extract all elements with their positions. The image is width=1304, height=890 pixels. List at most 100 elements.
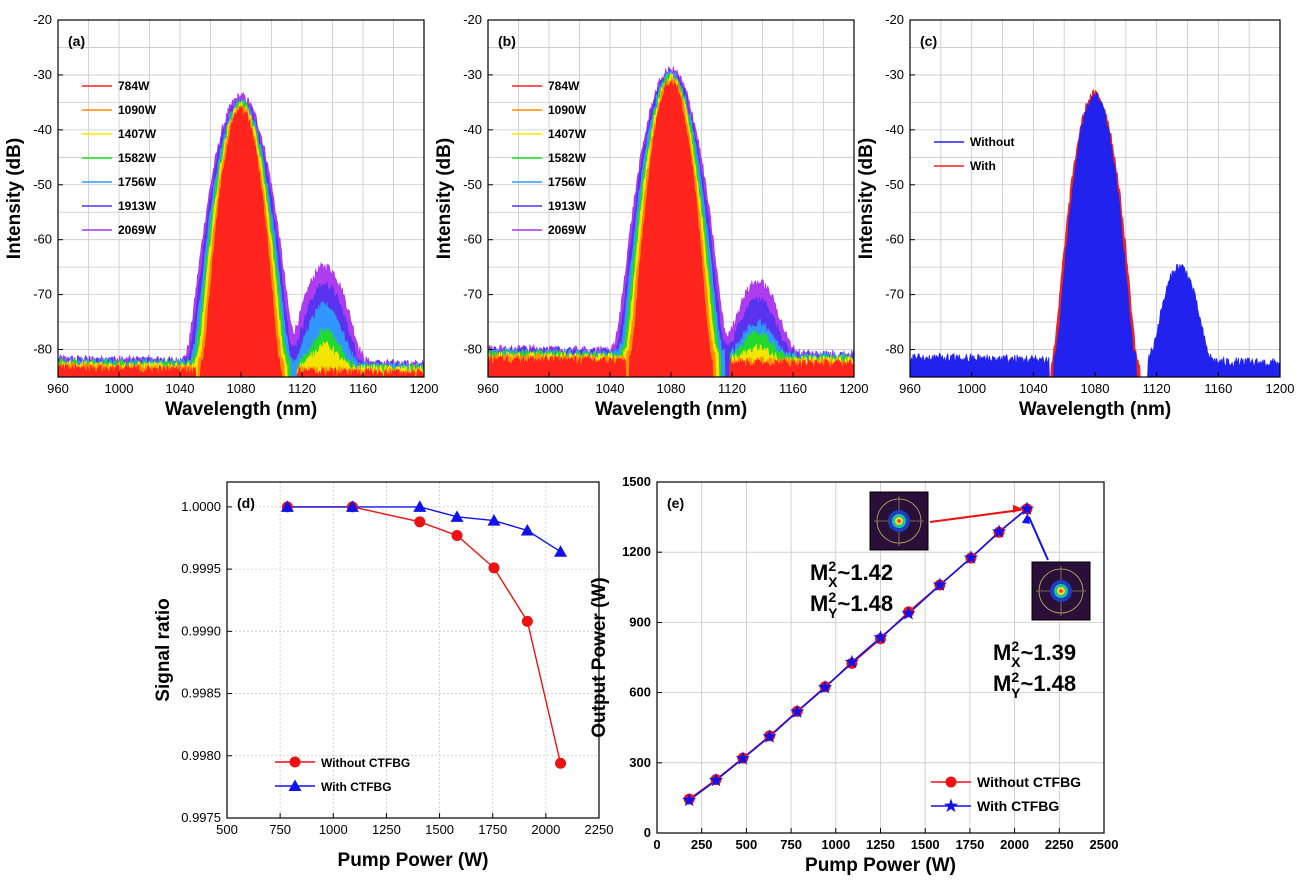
- y-tick-label: 1500: [622, 474, 651, 489]
- x-tick-label: 1750: [955, 837, 984, 852]
- panel-d: 500 750 1000 1250 1500 1750 2000 2250 0.9975 0.99…: [153, 481, 614, 871]
- y-tick-label: 600: [629, 685, 651, 700]
- x-axis-label: Pump Power (W): [805, 855, 956, 876]
- x-tick-label: 1000: [105, 381, 134, 396]
- y-tick-label: -30: [463, 67, 482, 82]
- data-point: [488, 562, 500, 574]
- x-tick-label: 1160: [779, 381, 807, 396]
- legend-marker: [288, 779, 302, 791]
- x-tick-label: 250: [691, 837, 713, 852]
- y-tick-label: -40: [885, 122, 904, 137]
- y-tick-label: -70: [885, 287, 904, 302]
- y-tick-label: -80: [33, 342, 52, 357]
- m2-value: 1.39: [1033, 640, 1076, 665]
- x-tick-label: 960: [477, 381, 499, 396]
- series-Without-CTFBG: [287, 506, 562, 764]
- data-point: [414, 516, 426, 528]
- x-tick-label: 1040: [166, 381, 195, 396]
- legend-label: 1582W: [118, 151, 157, 165]
- legend: Without With: [934, 135, 1015, 173]
- legend: 784W 1090W 1407W 1582W 1756W 1913W 2069W: [82, 79, 157, 237]
- y-tick-label: 300: [629, 755, 651, 770]
- panel-e: 0 250 500 750 1000 1250 1500 1750 2000 2250 2500 0 3…: [589, 474, 1118, 876]
- legend-label: 1913W: [548, 199, 587, 213]
- x-axis-label: Pump Power (W): [338, 850, 489, 871]
- tilde: ~: [1020, 640, 1033, 665]
- x-tick-label: 750: [780, 837, 802, 852]
- panel-label: (a): [68, 33, 85, 49]
- x-tick-label: 2250: [585, 822, 614, 837]
- arrow-head-blue: [1021, 512, 1030, 524]
- m-symbol: M: [993, 640, 1011, 665]
- x-tick-label: 1160: [1204, 381, 1232, 396]
- x-tick-label: 1120: [288, 381, 316, 396]
- y-tick-label: -20: [33, 12, 52, 27]
- beam-profile-image: [869, 491, 929, 551]
- markers-With-CTFBG: [280, 500, 568, 557]
- legend-label: 1756W: [118, 175, 157, 189]
- x-tick-label: 1080: [227, 381, 256, 396]
- legend-label: With: [970, 159, 996, 173]
- y-tick-label: -50: [885, 177, 904, 192]
- data-point: [817, 680, 833, 694]
- y-tick-label: 0.9990: [181, 623, 221, 638]
- legend-label: 2069W: [548, 223, 587, 237]
- y-axis-label: Intensity (dB): [4, 138, 25, 259]
- panel-a: 960 1000 1040 1080 1120 1160 1200 -80 -70 -60 -50 -…: [4, 12, 438, 420]
- superscript: 2: [828, 589, 836, 605]
- m-symbol: M: [993, 671, 1011, 696]
- x-axis-label: Wavelength (nm): [165, 399, 317, 420]
- series-Without: [910, 92, 1280, 377]
- y-tick-label: 1.0000: [181, 499, 221, 514]
- y-tick-label: -60: [463, 232, 482, 247]
- x-tick-label: 1250: [866, 837, 895, 852]
- y-tick-label: 0.9975: [181, 810, 221, 825]
- y-tick-label: -80: [885, 342, 904, 357]
- subscript: X: [1011, 654, 1021, 670]
- x-tick-label: 960: [899, 381, 921, 396]
- x-tick-label: 2500: [1090, 837, 1119, 852]
- markers-Without-CTFBG: [281, 501, 567, 769]
- y-tick-label: 0.9980: [181, 748, 221, 763]
- y-tick-label: -60: [885, 232, 904, 247]
- legend-label: With CTFBG: [977, 798, 1059, 814]
- beam-profile-image: [1031, 561, 1091, 621]
- legend-marker: [943, 798, 959, 813]
- y-tick-label: -20: [463, 12, 482, 27]
- x-tick-label: 2000: [531, 822, 560, 837]
- legend: Without CTFBG With CTFBG: [275, 756, 410, 794]
- superscript: 2: [1011, 638, 1019, 654]
- y-axis-label: Signal ratio: [153, 598, 174, 701]
- legend-label: 2069W: [118, 223, 157, 237]
- series-group: [58, 91, 424, 377]
- m-symbol: M: [810, 560, 828, 585]
- plot-frame: [226, 481, 600, 819]
- x-tick-label: 2250: [1045, 837, 1074, 852]
- x-tick-label: 960: [47, 381, 69, 396]
- data-point: [413, 500, 427, 512]
- series-line: [287, 506, 562, 764]
- arrow-line-blue: [1028, 516, 1049, 561]
- x-tick-label: 0: [653, 837, 660, 852]
- y-axis-label: Intensity (dB): [434, 138, 455, 259]
- y-tick-label: -40: [33, 122, 52, 137]
- x-tick-label: 1080: [1081, 381, 1110, 396]
- tilde: ~: [1020, 671, 1033, 696]
- data-point: [451, 530, 463, 542]
- series-group: [910, 89, 1280, 377]
- subscript: Y: [1011, 685, 1021, 701]
- data-point: [873, 630, 888, 644]
- legend-label: 1090W: [118, 103, 157, 117]
- series-With-CTFBG: [287, 506, 561, 553]
- x-tick-label: 1250: [372, 822, 401, 837]
- data-point: [521, 615, 533, 627]
- x-axis-label: Wavelength (nm): [595, 399, 747, 420]
- y-axis-label: Intensity (dB): [856, 138, 877, 259]
- m2-value: 1.42: [850, 560, 893, 585]
- legend-label: 1407W: [118, 127, 157, 141]
- x-tick-label: 1000: [319, 822, 348, 837]
- y-tick-label: 0.9985: [181, 686, 221, 701]
- x-tick-label: 1120: [718, 381, 746, 396]
